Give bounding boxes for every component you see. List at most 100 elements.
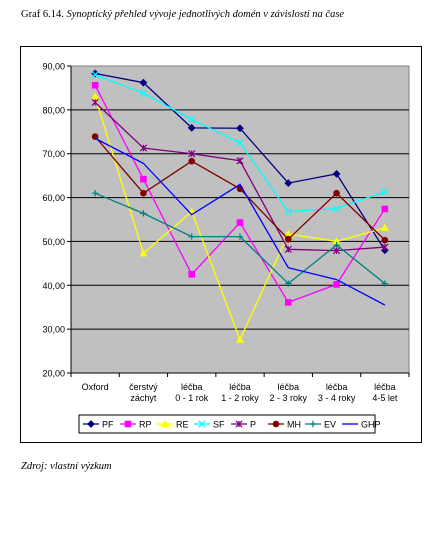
y-tick-label: 60,00 — [42, 193, 65, 203]
x-tick-label-line: léčba — [278, 382, 300, 392]
legend-label-re: RE — [176, 420, 189, 430]
data-point-sf — [381, 188, 389, 196]
data-point-sf — [332, 204, 341, 213]
data-point-p — [284, 245, 292, 253]
x-tick-label-line: 3 - 4 roky — [318, 393, 356, 403]
legend: PF RP RE SF P MH EV GHP — [78, 414, 381, 434]
x-tick-label-line: 1 - 2 roky — [221, 393, 259, 403]
x-tick-label-line: léčba — [374, 382, 396, 392]
data-point-pf — [139, 78, 148, 87]
data-point-rp — [188, 271, 196, 278]
y-tick-label: 90,00 — [42, 62, 65, 72]
data-point-rp — [381, 205, 389, 213]
x-tick-label-line: 2 - 3 roky — [270, 393, 308, 403]
legend-item-ghp: GHP — [342, 420, 381, 430]
data-point-pf — [187, 123, 196, 132]
data-point-mh — [188, 157, 196, 165]
source-note: Zdroj: vlastní výzkum — [21, 461, 112, 472]
legend-label-p: P — [250, 420, 256, 430]
data-point-p — [332, 247, 341, 255]
legend-label-sf: SF — [213, 420, 225, 430]
legend-item-p: P — [231, 420, 256, 430]
legend-box — [78, 414, 376, 434]
legend-label-rp: RP — [139, 420, 152, 430]
y-tick-label: 70,00 — [42, 149, 65, 159]
data-point-rp — [333, 281, 340, 288]
data-point-pf — [236, 124, 244, 133]
data-point-mh — [333, 189, 340, 197]
x-tick-label-line: Oxford — [82, 382, 109, 392]
x-tick-label: léčba 0 - 1 rok — [175, 382, 209, 403]
data-point-sf — [139, 89, 148, 97]
data-point-sf — [284, 207, 292, 216]
data-point-p — [381, 243, 389, 251]
x-tick-label: léčba 3 - 4 roky — [318, 382, 356, 403]
x-tick-label-line: léčba — [181, 382, 203, 392]
legend-item-re: RE — [157, 420, 189, 430]
data-point-rp — [91, 81, 99, 89]
legend-marker-rp — [124, 420, 132, 428]
y-tick-label: 40,00 — [42, 281, 65, 291]
legend-label-mh: MH — [287, 420, 301, 430]
x-tick-label: léčba 4-5 let — [372, 382, 398, 403]
series-ev — [91, 189, 389, 287]
legend-item-mh: MH — [268, 420, 301, 430]
series-re — [91, 92, 389, 343]
figure-caption: Graf 6.14. Synoptický přehled vývoje jed… — [21, 9, 431, 20]
series-sf — [91, 71, 389, 216]
figure-label: Graf 6.14. — [21, 9, 64, 20]
legend-marker-sf — [198, 420, 206, 428]
data-point-pf — [332, 169, 341, 178]
legend-label-ghp: GHP — [361, 420, 381, 430]
data-point-re — [235, 335, 245, 343]
data-point-mh — [140, 189, 147, 197]
y-tick-label: 30,00 — [42, 325, 65, 335]
x-tick-label: léčba 2 - 3 roky — [270, 382, 308, 403]
x-tick-label-line: 0 - 1 rok — [175, 393, 209, 403]
x-tick-label: Oxford — [82, 382, 109, 392]
x-tick-label-line: 4-5 let — [372, 393, 398, 403]
legend-marker-pf — [87, 420, 95, 428]
data-point-ev — [381, 280, 389, 287]
figure-title: Synoptický přehled vývoje jednotlivých d… — [66, 9, 345, 20]
data-point-ev — [236, 233, 244, 240]
data-point-ev — [188, 233, 195, 240]
series-ghp — [94, 137, 386, 306]
data-point-rp — [284, 299, 292, 306]
data-point-ev — [91, 189, 99, 197]
data-point-re — [139, 249, 148, 257]
data-point-pf — [284, 179, 293, 188]
data-point-ev — [285, 280, 292, 287]
chart-frame: 20,00 30,00 40,00 50,00 60,00 70,00 80,00 90,00… — [20, 46, 422, 443]
data-point-sf — [236, 139, 244, 147]
data-point-mh — [284, 235, 292, 243]
legend-item-sf: SF — [194, 420, 225, 430]
y-tick-label: 20,00 — [42, 369, 65, 379]
x-tick-label: léčba 1 - 2 roky — [221, 382, 259, 403]
y-tick-label: 80,00 — [42, 105, 65, 115]
x-tick-label-line: léčba — [229, 382, 251, 392]
legend-label-ev: EV — [324, 420, 336, 430]
series-line-ghp — [94, 137, 386, 306]
data-point-ev — [140, 210, 147, 217]
data-point-p — [139, 144, 148, 152]
data-point-re — [380, 223, 389, 231]
data-point-ev — [333, 241, 340, 249]
legend-marker-ev — [309, 420, 317, 428]
line-chart: 20,00 30,00 40,00 50,00 60,00 70,00 80,00 90,00… — [42, 62, 410, 434]
data-point-mh — [91, 133, 99, 140]
data-point-rp — [236, 219, 244, 226]
series-p — [91, 98, 389, 255]
legend-label-pf: PF — [102, 420, 114, 430]
x-tick-label-line: čerstvý — [129, 382, 158, 392]
data-point-sf — [91, 71, 99, 79]
data-point-mh — [381, 236, 389, 244]
y-tick-label: 50,00 — [42, 237, 65, 247]
legend-item-pf: PF — [83, 420, 114, 430]
series-rp — [91, 81, 389, 306]
data-point-p — [236, 157, 244, 165]
x-tick-label: čerstvý záchyt — [129, 382, 158, 403]
legend-item-ev: EV — [305, 420, 336, 430]
legend-marker-p — [235, 420, 243, 428]
legend-item-rp: RP — [120, 420, 152, 430]
